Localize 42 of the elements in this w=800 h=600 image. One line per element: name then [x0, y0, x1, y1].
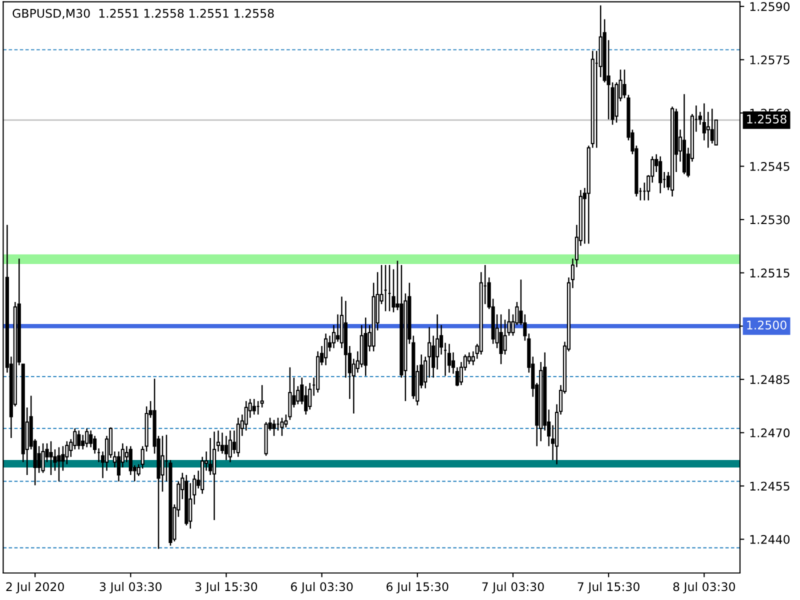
y-tick-label: 1.2575	[750, 55, 790, 64]
x-tick-label: 8 Jul 03:30	[673, 582, 736, 594]
candlestick	[160, 435, 164, 492]
y-tick-label: 1.2545	[750, 162, 790, 171]
candlestick	[85, 428, 89, 448]
y-tick-label: 1.2515	[750, 268, 790, 278]
candlestick	[77, 430, 81, 450]
x-tick-label: 3 Jul 15:30	[195, 582, 258, 594]
x-tick-label: 6 Jul 15:30	[386, 582, 448, 594]
text: GBPUSD,M30 1.2551 1.2558 1.2551 1.2558	[12, 8, 274, 19]
x-tick-label: 2 Jul 2020	[6, 582, 64, 594]
candlestick	[224, 435, 228, 461]
y-tick-label: 1.2455	[750, 482, 790, 491]
y-tick-label: 1.2530	[750, 215, 790, 224]
x-tick-label: 7 Jul 15:30	[578, 582, 640, 594]
candlestick	[280, 417, 284, 437]
x-tick-label: 7 Jul 03:30	[482, 582, 544, 594]
x-tick-label: 3 Jul 03:30	[100, 582, 162, 594]
x-tick-label: 6 Jul 03:30	[291, 582, 353, 594]
candlestick	[41, 442, 45, 474]
candlestick	[272, 419, 276, 437]
candlestick	[57, 446, 61, 482]
candlestick	[336, 314, 340, 342]
candlestick	[467, 352, 471, 365]
ref-line-label: 1.2558	[747, 114, 786, 124]
candlestick	[49, 440, 53, 476]
y-tick-label: 1.2440	[750, 534, 790, 544]
candlestick	[658, 156, 662, 194]
y-tick-label: 1.2470	[750, 428, 790, 438]
candlestick	[447, 343, 452, 374]
candlestick	[324, 332, 328, 366]
candlestick	[252, 398, 256, 416]
y-tick-label: 1.2485	[750, 375, 790, 384]
candlestick	[706, 111, 710, 148]
y-tick-label: 1.2590	[750, 2, 790, 12]
ref-line-label: 1.2500	[747, 320, 786, 330]
candlestick	[208, 437, 212, 476]
candlestick	[220, 432, 224, 454]
candlestick	[499, 314, 503, 365]
candlestick	[260, 384, 264, 408]
candlestick	[228, 430, 232, 463]
candlestick	[710, 108, 714, 144]
